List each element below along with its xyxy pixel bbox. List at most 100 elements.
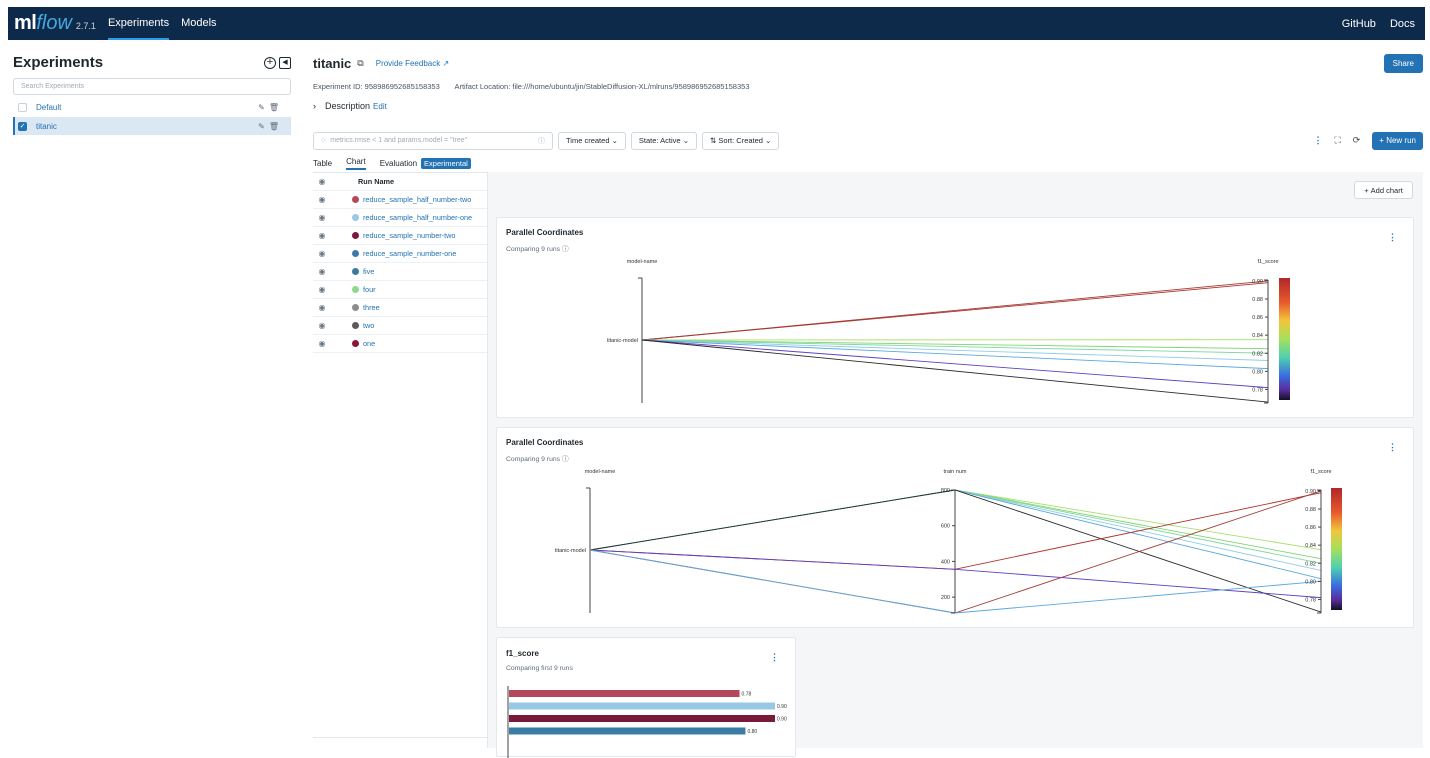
- collapse-sidebar-icon[interactable]: ◀: [279, 57, 291, 69]
- run-color-dot: [352, 340, 359, 347]
- new-run-label: New run: [1386, 136, 1416, 145]
- bar-value-label: 0.90: [777, 717, 787, 723]
- tab-evaluation[interactable]: Evaluation: [380, 159, 417, 168]
- f1-score-bar-plot: 0.780.900.900.80: [497, 638, 797, 758]
- axis-tick-label: 0.84: [1305, 543, 1316, 549]
- experimental-badge: Experimental: [421, 158, 471, 169]
- axis-tick-label: 0.80: [1252, 369, 1263, 375]
- eye-icon[interactable]: ◉: [312, 231, 332, 240]
- new-run-button[interactable]: + New run: [1372, 132, 1423, 150]
- bar: [509, 703, 775, 710]
- logo-ml-text: ml: [14, 12, 36, 35]
- docs-link[interactable]: Docs: [1390, 18, 1415, 30]
- axis-tick-label: 0.82: [1252, 351, 1263, 357]
- run-name-link[interactable]: reduce_sample_number-two: [363, 231, 455, 240]
- run-row[interactable]: ◉ five: [313, 263, 487, 281]
- run-name-link[interactable]: reduce_sample_half_number-one: [363, 213, 472, 222]
- run-row[interactable]: ◉ two: [313, 317, 487, 335]
- nav-experiments[interactable]: Experiments: [108, 7, 169, 40]
- edit-icon[interactable]: ✎: [258, 122, 269, 131]
- category-tick-label: titanic-model: [555, 548, 586, 554]
- share-button[interactable]: Share: [1384, 54, 1423, 73]
- run-row[interactable]: ◉ reduce_sample_number-two: [313, 227, 487, 245]
- chevron-down-icon: ⌄: [765, 136, 771, 145]
- run-name-link[interactable]: five: [363, 267, 374, 276]
- chevron-down-icon: ⌄: [683, 136, 689, 145]
- experiment-checkbox[interactable]: [18, 103, 27, 112]
- experiment-name[interactable]: Default: [36, 103, 258, 112]
- run-name-link[interactable]: reduce_sample_number-one: [363, 249, 456, 258]
- axis-tick-label: 400: [941, 559, 950, 565]
- eye-icon[interactable]: ◉: [312, 213, 332, 222]
- parallel-coordinates-card-2: Parallel Coordinates Comparing 9 runs ⓘ …: [496, 427, 1414, 628]
- delete-icon[interactable]: 🗑: [269, 122, 283, 131]
- logo-flow-text: flow: [36, 12, 72, 35]
- run-row[interactable]: ◉ reduce_sample_number-one: [313, 245, 487, 263]
- bar-value-label: 0.90: [777, 704, 787, 710]
- experiment-item-default[interactable]: Default ✎🗑: [13, 98, 291, 116]
- eye-icon[interactable]: ◉: [312, 321, 332, 330]
- state-dropdown[interactable]: State: Active ⌄: [631, 132, 697, 150]
- eye-icon[interactable]: ◉: [312, 249, 332, 258]
- run-name-link[interactable]: two: [363, 321, 374, 330]
- run-name-link[interactable]: reduce_sample_half_number-two: [363, 195, 471, 204]
- edit-description-link[interactable]: Edit: [373, 102, 387, 111]
- axis-title: f1_score: [1257, 259, 1278, 265]
- refresh-icon[interactable]: ⟳: [1353, 135, 1361, 146]
- experiment-name[interactable]: titanic: [36, 122, 258, 131]
- artifact-location: Artifact Location: file:///home/ubuntu/j…: [454, 82, 749, 91]
- run-row[interactable]: ◉ reduce_sample_half_number-two: [313, 191, 487, 209]
- search-placeholder: metrics.rmse < 1 and params.model = "tre…: [330, 137, 538, 144]
- eye-icon[interactable]: ◉: [312, 285, 332, 294]
- sort-dropdown[interactable]: ⇅ Sort: Created ⌄: [702, 132, 779, 150]
- run-name-link[interactable]: four: [363, 285, 376, 294]
- provide-feedback-link[interactable]: Provide Feedback ↗: [376, 59, 449, 68]
- bar-value-label: 0.78: [742, 692, 752, 698]
- experiment-item-titanic[interactable]: ✓ titanic ✎🗑: [13, 117, 291, 135]
- fullscreen-icon[interactable]: ⛶: [1334, 135, 1340, 146]
- edit-icon[interactable]: ✎: [258, 103, 269, 112]
- tab-chart[interactable]: Chart: [346, 157, 366, 170]
- axis-title: train num: [944, 469, 967, 475]
- runs-list: ◉ Run Name ◉reduce_sample_half_number-tw…: [313, 172, 487, 738]
- chevron-right-icon[interactable]: ›: [313, 101, 316, 111]
- category-tick-label: titanic-model: [607, 338, 638, 344]
- run-row[interactable]: ◉ three: [313, 299, 487, 317]
- bar: [509, 690, 740, 697]
- add-experiment-icon[interactable]: +: [264, 57, 276, 69]
- experiment-title: titanic: [313, 56, 351, 71]
- runs-search-input[interactable]: ○ metrics.rmse < 1 and params.model = "t…: [313, 132, 553, 150]
- axis-tick-label: 0.88: [1252, 297, 1263, 303]
- run-name-link[interactable]: three: [363, 303, 380, 312]
- eye-icon[interactable]: ◉: [312, 303, 332, 312]
- eye-icon[interactable]: ◉: [312, 267, 332, 276]
- info-icon[interactable]: ⓘ: [538, 136, 545, 146]
- github-link[interactable]: GitHub: [1342, 18, 1376, 30]
- eye-icon[interactable]: ◉: [312, 177, 332, 186]
- eye-icon[interactable]: ◉: [312, 195, 332, 204]
- run-row[interactable]: ◉ reduce_sample_half_number-one: [313, 209, 487, 227]
- axis-tick-label: 0.88: [1305, 507, 1316, 513]
- add-chart-button[interactable]: + Add chart: [1354, 181, 1413, 199]
- sort-icon: ⇅: [710, 136, 716, 145]
- time-created-dropdown[interactable]: Time created ⌄: [558, 132, 626, 150]
- tab-table[interactable]: Table: [313, 159, 332, 168]
- eye-icon[interactable]: ◉: [312, 339, 332, 348]
- parallel-coordinates-plot-1: model-nametitanic-model0.900.880.860.840…: [497, 218, 1415, 419]
- colorscale-bar: [1331, 488, 1342, 610]
- search-experiments-input[interactable]: Search Experiments: [13, 78, 291, 95]
- copy-icon[interactable]: ⧉: [357, 58, 363, 69]
- bar: [509, 715, 775, 722]
- experiment-checkbox-checked[interactable]: ✓: [18, 122, 27, 131]
- axis-tick-label: 0.86: [1252, 315, 1263, 321]
- runs-toolbar: ○ metrics.rmse < 1 and params.model = "t…: [313, 131, 1423, 150]
- nav-models[interactable]: Models: [181, 7, 216, 40]
- more-options-icon[interactable]: ⋮: [1313, 135, 1322, 146]
- run-row[interactable]: ◉ one: [313, 335, 487, 353]
- run-row[interactable]: ◉ four: [313, 281, 487, 299]
- delete-icon[interactable]: 🗑: [269, 103, 283, 112]
- description-label[interactable]: Description: [325, 101, 370, 111]
- run-name-link[interactable]: one: [363, 339, 375, 348]
- run-color-dot: [352, 286, 359, 293]
